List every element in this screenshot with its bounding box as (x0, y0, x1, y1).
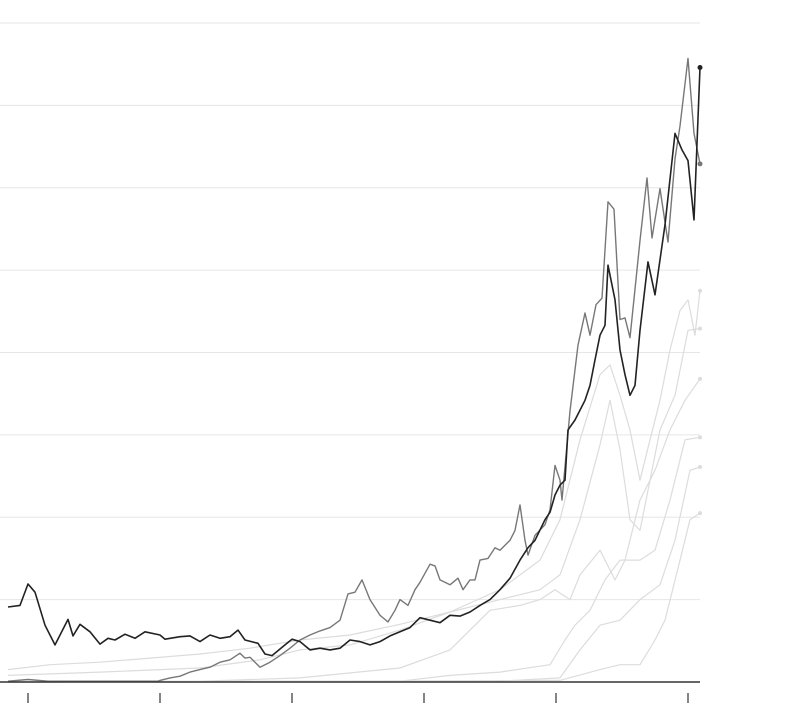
series-line-secondary-6 (7, 57, 701, 682)
series-line-primary-7 (7, 67, 701, 657)
series-endpoint-background-3 (698, 435, 702, 440)
gridlines (0, 22, 700, 601)
series-endpoint-background-4 (698, 465, 702, 470)
series-endpoint-background-1 (698, 326, 702, 331)
series-endpoint-background-0 (698, 288, 702, 293)
series-endpoint-background-5 (698, 511, 702, 516)
series-endpoint-background-2 (698, 376, 702, 381)
series-line-background-1 (7, 328, 701, 676)
series-line-background-5 (7, 512, 701, 683)
series-line-background-2 (7, 378, 701, 683)
series-lines (7, 57, 703, 683)
series-line-background-3 (7, 436, 701, 683)
series-line-background-4 (7, 466, 701, 683)
series-line-background-0 (7, 290, 701, 671)
x-axis (0, 681, 700, 703)
series-endpoint-primary-7 (697, 64, 703, 70)
series-endpoint-secondary-6 (697, 161, 703, 167)
